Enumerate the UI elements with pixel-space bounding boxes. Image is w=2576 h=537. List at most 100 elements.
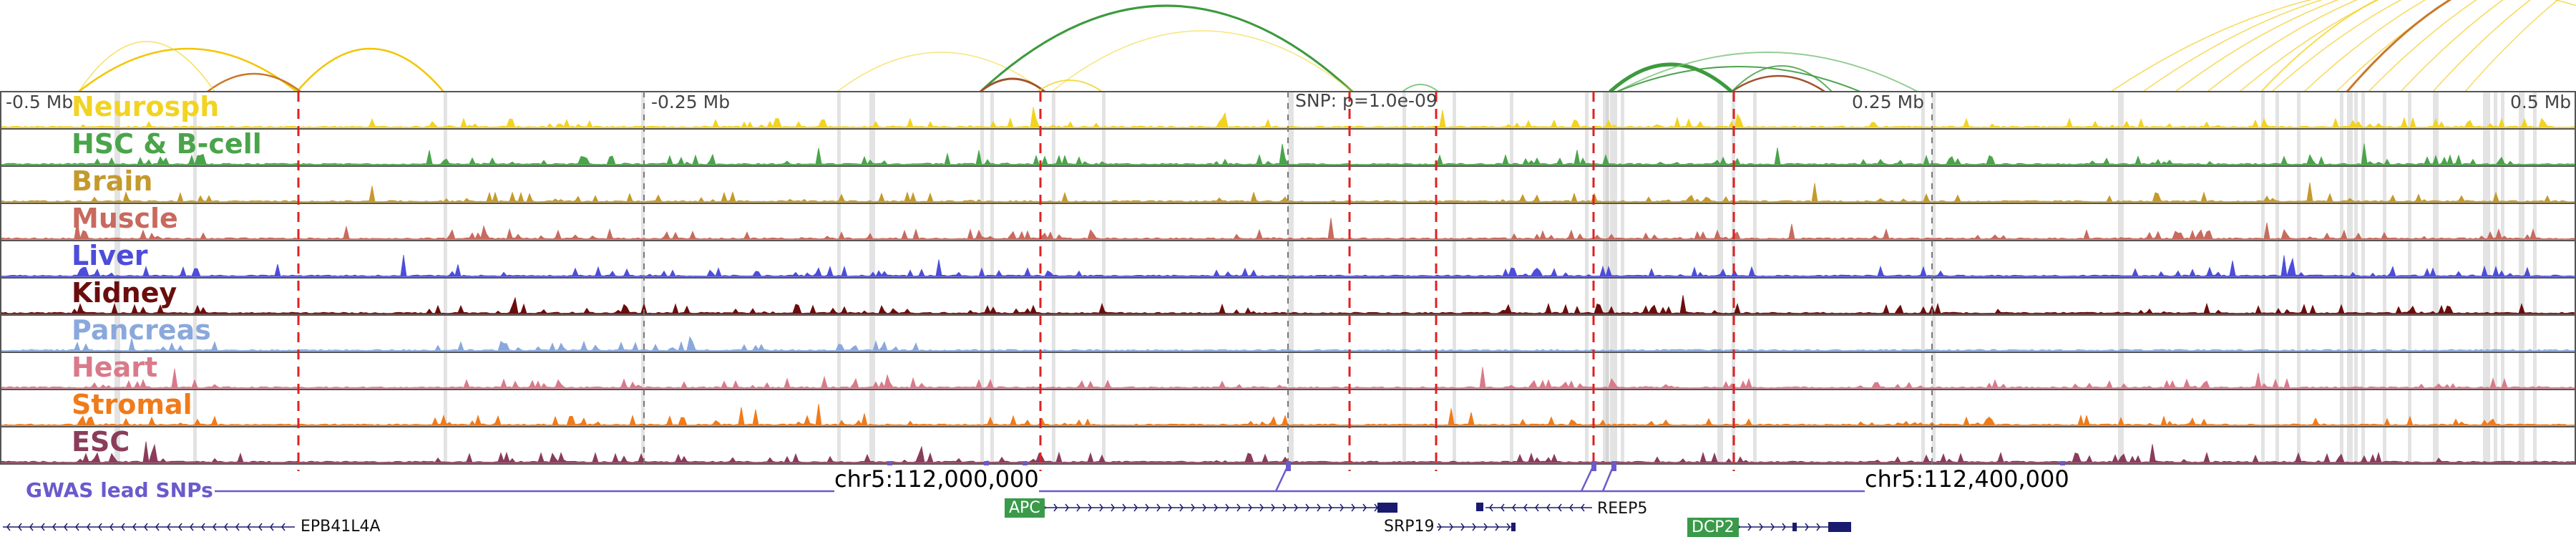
gene-chevron [1168, 503, 1172, 512]
arc [1731, 74, 1825, 93]
gene-chevron [1558, 503, 1562, 512]
gwas-snp-marker [1286, 461, 1291, 471]
gene-chevron [1501, 503, 1505, 512]
interaction-arcs [78, 0, 2576, 93]
arc [78, 47, 298, 92]
gene-label-reep5: REEP5 [1597, 500, 1648, 518]
gene-chevron [75, 523, 79, 531]
gene-chevron [224, 523, 228, 531]
gene-chevron [1472, 523, 1476, 531]
gene-chevron [1483, 523, 1488, 531]
gene-chevron [1581, 503, 1585, 512]
gene-chevron [87, 523, 91, 531]
track-label-1: HSC & B-cell [72, 128, 262, 160]
arc [2110, 0, 2576, 92]
gene-chevron [167, 523, 171, 531]
gwas-track [215, 461, 2065, 493]
gene-chevron [1225, 503, 1229, 512]
arc [1731, 65, 1833, 92]
gene-chevron [109, 523, 114, 531]
gene-chevron [1489, 503, 1493, 512]
gene-chevron [1111, 503, 1115, 512]
arc [2400, 0, 2504, 92]
gene-chevron [201, 523, 205, 531]
gene-chevron [1747, 523, 1752, 531]
track-label-9: ESC [72, 426, 130, 458]
arc [296, 47, 444, 92]
gene-chevron [1816, 523, 1820, 531]
gwas-snp-marker [1591, 461, 1596, 471]
gene-chevron [1805, 523, 1809, 531]
scale-label-right-far: 0.5 Mb [2510, 92, 2572, 112]
gene-chevron [1351, 503, 1355, 512]
gene-chevron [1065, 503, 1069, 512]
gene-chevron [1145, 503, 1149, 512]
arc [2142, 0, 2323, 92]
gene-chevron [41, 523, 45, 531]
arc [2260, 0, 2379, 92]
track-label-8: Stromal [72, 389, 192, 420]
arc [836, 52, 1045, 92]
gene-chevron [18, 523, 22, 531]
scale-label-left-near: -0.25 Mb [651, 92, 731, 112]
gene-chevron [1546, 503, 1551, 512]
gene-chevron [1512, 503, 1516, 512]
gene-chevron [1449, 523, 1453, 531]
track-label-5: Kidney [72, 277, 177, 309]
gene-exon [1377, 503, 1397, 513]
gene-chevron [235, 523, 240, 531]
gwas-snp-marker [1611, 461, 1616, 471]
gene-chevron [1053, 503, 1058, 512]
arc [980, 77, 1045, 93]
gene-chevron [1328, 503, 1332, 512]
arc [207, 72, 301, 92]
track-label-2: Brain [72, 165, 153, 197]
arc [1051, 30, 1353, 92]
gene-chevron [1294, 503, 1298, 512]
gene-chevron [1305, 503, 1309, 512]
gene-label-epb41l4a: EPB41L4A [301, 518, 381, 536]
gene-chevron [1535, 503, 1539, 512]
arc [2239, 0, 2379, 92]
arc [2464, 0, 2559, 92]
gene-chevron [1317, 503, 1321, 512]
gene-chevron [1340, 503, 1344, 512]
gene-chevron [1202, 503, 1206, 512]
gene-label-dcp2: DCP2 [1687, 518, 1739, 537]
signal-3 [0, 218, 2576, 240]
track-label-6: Pancreas [72, 314, 211, 346]
signal-2 [0, 182, 2576, 203]
gene-chevron [213, 523, 217, 531]
gene-chevron [132, 523, 137, 531]
gene-chevron [1214, 503, 1218, 512]
gene-chevron [190, 523, 194, 531]
arc [2303, 0, 2426, 92]
gene-chevron [1759, 523, 1763, 531]
gene-chevron [98, 523, 102, 531]
gene-exon [1476, 503, 1483, 511]
gene-label-srp19: SRP19 [1384, 518, 1435, 536]
arc [1037, 79, 1103, 92]
gene-chevron [281, 523, 286, 531]
snp-pvalue-label: SNP: p=1.0e-09 [1295, 90, 1438, 111]
scale-label-right-near: 0.25 Mb [1852, 92, 1925, 112]
gene-chevron [1133, 503, 1138, 512]
gene-chevron [1191, 503, 1195, 512]
gene-chevron [270, 523, 274, 531]
gene-chevron [1236, 503, 1241, 512]
coordinate-label-1: chr5:112,000,000 [834, 465, 1039, 493]
gwas-track-label: GWAS lead SNPs [26, 478, 213, 502]
arc [2271, 0, 2402, 92]
gene-chevron [155, 523, 160, 531]
gene-chevron [1282, 503, 1287, 512]
gene-chevron [1088, 503, 1092, 512]
gene-track [3, 503, 1851, 532]
gene-exon [1511, 523, 1516, 531]
track-label-3: Muscle [72, 203, 178, 234]
gene-chevron [1438, 523, 1442, 531]
coordinate-label-2: chr5:112,400,000 [1865, 465, 2069, 493]
arc [979, 4, 1354, 93]
scale-label-left-far: -0.5 Mb [6, 92, 74, 112]
gene-chevron [1259, 503, 1264, 512]
